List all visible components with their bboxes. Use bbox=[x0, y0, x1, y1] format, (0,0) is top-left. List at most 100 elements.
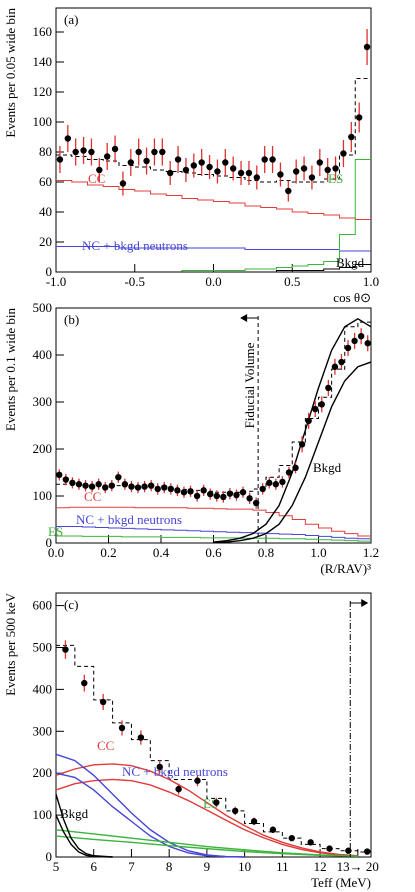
curve bbox=[55, 835, 358, 857]
data-point bbox=[269, 826, 277, 833]
curve bbox=[55, 814, 113, 858]
data-point bbox=[237, 169, 245, 177]
panel-title: (b) bbox=[64, 312, 79, 327]
y-tick-label: 300 bbox=[33, 394, 53, 409]
data-point bbox=[200, 487, 207, 494]
curve bbox=[213, 317, 372, 543]
data-point bbox=[147, 482, 155, 489]
data-point bbox=[174, 156, 182, 163]
curve bbox=[55, 763, 358, 857]
data-point bbox=[259, 485, 266, 493]
data-point bbox=[119, 180, 127, 187]
y-tick-label: 500 bbox=[33, 300, 53, 315]
data-point bbox=[187, 488, 194, 495]
data-point bbox=[340, 150, 347, 157]
data-point bbox=[174, 487, 181, 494]
series-label: NC + bkgd neutrons bbox=[82, 238, 188, 253]
series-label: Bkgd bbox=[336, 255, 365, 270]
y-tick-label: 60 bbox=[39, 174, 52, 189]
data-point bbox=[253, 174, 261, 181]
data-point bbox=[207, 490, 214, 498]
data-point bbox=[338, 358, 345, 366]
y-tick-label: 120 bbox=[33, 84, 53, 99]
data-point bbox=[95, 481, 102, 488]
x-tick-label: -1.0 bbox=[46, 274, 67, 289]
data-point bbox=[151, 148, 158, 156]
y-tick-label: 300 bbox=[33, 723, 53, 738]
x-tick-label: 10 bbox=[238, 859, 251, 874]
data-point bbox=[351, 337, 358, 345]
data-point bbox=[307, 839, 314, 846]
data-point bbox=[75, 481, 83, 488]
data-point bbox=[226, 490, 234, 497]
data-point bbox=[56, 471, 63, 479]
data-point bbox=[96, 166, 103, 174]
data-point bbox=[324, 166, 331, 174]
total-histogram bbox=[56, 321, 371, 493]
x-tick-label: 1.2 bbox=[363, 545, 379, 560]
data-point bbox=[182, 166, 190, 174]
data-point bbox=[344, 344, 352, 352]
data-point bbox=[166, 169, 174, 177]
cut-arrowhead bbox=[240, 314, 248, 322]
y-axis-label: Events per 500 keV bbox=[3, 592, 18, 696]
data-point bbox=[108, 482, 115, 489]
data-point bbox=[233, 491, 240, 499]
data-point bbox=[137, 734, 145, 741]
series-label: Bkgd bbox=[60, 806, 89, 821]
data-point bbox=[239, 489, 247, 496]
y-tick-label: 80 bbox=[39, 144, 52, 159]
data-point bbox=[298, 441, 306, 448]
data-point bbox=[214, 168, 221, 175]
data-point bbox=[134, 484, 142, 491]
x-tick-label: 1.0 bbox=[363, 274, 379, 289]
data-point bbox=[231, 807, 239, 815]
data-point bbox=[118, 724, 126, 732]
histogram bbox=[56, 535, 371, 542]
data-point bbox=[111, 145, 119, 153]
y-tick-label: 600 bbox=[33, 598, 53, 613]
data-point bbox=[69, 479, 76, 487]
histogram bbox=[56, 264, 371, 273]
cut-arrowhead bbox=[361, 599, 369, 607]
y-axis-label: Events per 0.05 wide bin bbox=[3, 8, 18, 138]
y-tick-label: 160 bbox=[33, 24, 53, 39]
data-point bbox=[325, 384, 332, 392]
y-tick-label: 0 bbox=[46, 849, 53, 864]
data-point bbox=[121, 481, 129, 488]
x-tick-label: 0.4 bbox=[153, 545, 170, 560]
data-point bbox=[285, 469, 293, 476]
data-point bbox=[252, 499, 260, 507]
curve bbox=[213, 361, 372, 544]
x-tick-label: 1.0 bbox=[310, 545, 326, 560]
curve bbox=[55, 772, 245, 858]
data-point bbox=[331, 363, 339, 370]
y-tick-label: 100 bbox=[33, 807, 53, 822]
y-tick-label: 20 bbox=[39, 234, 52, 249]
y-tick-label: 200 bbox=[33, 765, 53, 780]
x-tick-label: 13→ 20 bbox=[337, 859, 379, 874]
data-point bbox=[318, 401, 325, 408]
data-point bbox=[161, 484, 168, 491]
data-point bbox=[56, 156, 64, 163]
data-point bbox=[292, 168, 300, 175]
data-point bbox=[288, 834, 295, 842]
series-label: NC + bkgd neutrons bbox=[76, 512, 182, 527]
data-point bbox=[159, 148, 166, 156]
data-point bbox=[135, 148, 142, 156]
data-point bbox=[308, 174, 316, 181]
histogram bbox=[56, 246, 371, 252]
x-axis-label: Teff (MeV) bbox=[311, 875, 371, 890]
data-point bbox=[285, 187, 292, 195]
data-point bbox=[229, 165, 237, 172]
histogram bbox=[56, 180, 371, 220]
data-point bbox=[88, 148, 95, 156]
y-tick-label: 100 bbox=[33, 114, 53, 129]
data-point bbox=[206, 163, 213, 171]
data-point bbox=[81, 679, 88, 687]
data-point bbox=[143, 157, 150, 165]
data-point bbox=[348, 133, 355, 141]
data-point bbox=[213, 492, 220, 500]
x-tick-label: 0.5 bbox=[284, 274, 300, 289]
x-tick-label: 0.8 bbox=[258, 545, 274, 560]
